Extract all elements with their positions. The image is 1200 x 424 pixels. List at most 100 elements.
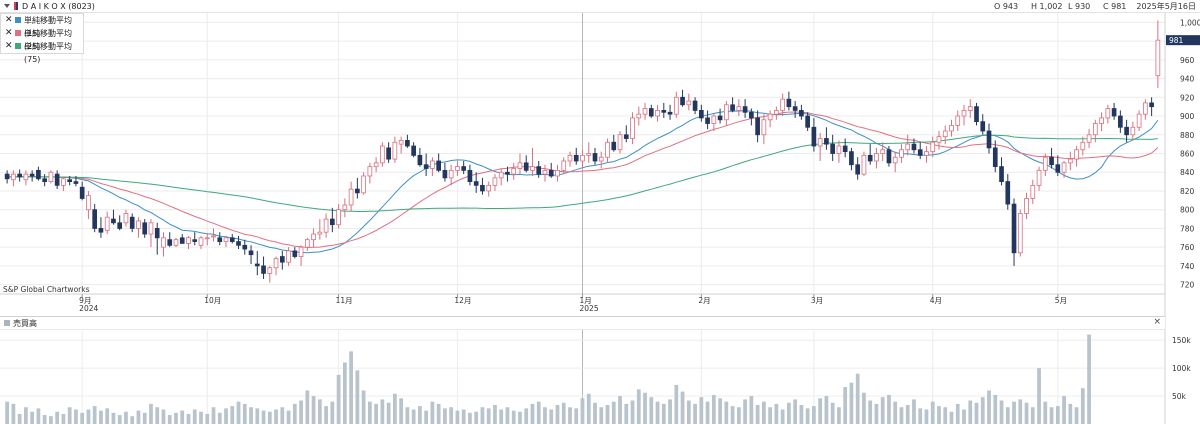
volume-bar[interactable] [424,410,429,424]
volume-bar[interactable] [1043,401,1048,424]
volume-bar[interactable] [549,409,554,424]
volume-bar[interactable] [980,397,985,424]
volume-bar[interactable] [618,396,622,424]
volume-bar[interactable] [655,401,660,424]
candle-body[interactable] [986,130,992,149]
legend-item-ma15[interactable]: ✕ 単純移動平均 (15) [1,14,83,38]
candle-body[interactable] [61,178,66,186]
candle-body[interactable] [17,173,22,178]
candle-body[interactable] [905,143,911,151]
volume-bar[interactable] [111,412,116,424]
volume-bar[interactable] [1049,407,1054,424]
volume-bar[interactable] [636,389,641,424]
volume-bar[interactable] [486,408,491,424]
candle-body[interactable] [467,169,473,183]
volume-bar[interactable] [749,396,754,424]
volume-bar[interactable] [117,415,122,424]
candle-body[interactable] [842,145,848,153]
candle-body[interactable] [586,153,592,156]
candle-body[interactable] [223,237,229,242]
candle-body[interactable] [148,222,154,235]
candle-body[interactable] [392,141,398,160]
volume-bar[interactable] [1012,401,1016,424]
volume-bar[interactable] [311,396,316,424]
candle-body[interactable] [236,241,241,246]
volume-bar[interactable] [518,411,522,424]
candle-body[interactable] [286,250,291,263]
volume-bar[interactable] [1037,368,1041,424]
volume-bar[interactable] [49,416,53,424]
volume-bar[interactable] [386,402,391,424]
candle-body[interactable] [373,162,379,168]
candle-body[interactable] [417,154,423,166]
candle-body[interactable] [311,233,316,241]
volume-bar[interactable] [205,413,210,424]
candle-body[interactable] [580,154,585,162]
candle-body[interactable] [261,265,266,274]
volume-bar[interactable] [1018,399,1023,424]
volume-bar[interactable] [912,399,916,424]
candle-body[interactable] [192,239,198,242]
candle-body[interactable] [29,173,35,177]
candle-body[interactable] [211,235,216,238]
candle-body[interactable] [461,166,467,171]
candle-body[interactable] [48,171,54,183]
volume-bar[interactable] [1055,406,1060,424]
volume-bar[interactable] [711,394,716,424]
volume-bar[interactable] [993,394,998,424]
volume-bar[interactable] [24,407,28,424]
candle-body[interactable] [542,169,548,175]
candle-body[interactable] [254,263,260,267]
candle-body[interactable] [836,145,842,154]
candle-body[interactable] [342,204,348,211]
volume-bar[interactable] [236,401,241,424]
candle-body[interactable] [186,237,191,244]
candle-body[interactable] [592,153,598,162]
volume-bar[interactable] [599,407,604,424]
volume-bar[interactable] [543,407,547,424]
candle-body[interactable] [73,181,79,184]
volume-bar[interactable] [305,390,310,424]
candle-body[interactable] [348,188,354,206]
volume-bar[interactable] [224,408,228,424]
volume-bar[interactable] [455,410,460,424]
candle-body[interactable] [380,145,385,164]
volume-bar[interactable] [730,406,735,424]
candle-body[interactable] [23,173,29,181]
candle-body[interactable] [423,164,429,169]
volume-bar[interactable] [799,405,804,424]
candle-body[interactable] [248,250,254,256]
volume-bar[interactable] [493,405,497,424]
candle-body[interactable] [42,178,47,182]
volume-bar[interactable] [211,407,216,424]
candle-body[interactable] [999,166,1004,182]
candle-body[interactable] [367,166,373,177]
volume-bar[interactable] [668,399,672,424]
volume-bar[interactable] [42,415,47,424]
candle-body[interactable] [724,104,729,121]
candle-body[interactable] [142,222,148,235]
volume-bar[interactable] [349,351,353,424]
candle-body[interactable] [686,100,692,106]
volume-bar[interactable] [17,413,22,424]
candle-body[interactable] [498,171,504,179]
candle-body[interactable] [1055,164,1061,173]
volume-bar[interactable] [67,407,72,424]
volume-bar[interactable] [405,407,410,424]
candle-body[interactable] [536,166,542,175]
volume-bar[interactable] [580,398,585,424]
volume-bar[interactable] [568,407,572,424]
volume-bar[interactable] [630,400,635,424]
volume-bar[interactable] [192,409,197,424]
volume-bar[interactable] [736,407,741,424]
candle-body[interactable] [1030,184,1036,199]
candle-body[interactable] [436,160,441,171]
volume-bar[interactable] [812,406,816,424]
candle-body[interactable] [442,169,448,179]
candle-body[interactable] [874,153,879,162]
candle-body[interactable] [279,256,285,263]
candle-body[interactable] [511,168,517,175]
volume-bar[interactable] [99,410,103,424]
volume-bar[interactable] [674,384,679,424]
volume-bar[interactable] [255,408,260,424]
